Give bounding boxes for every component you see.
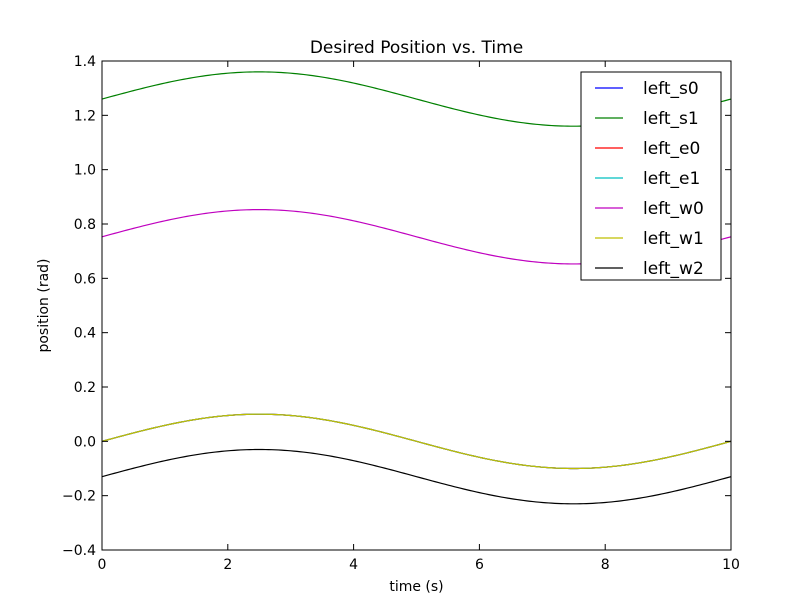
y-tick-label: 0.2 [74,380,96,396]
legend-entry: left_w0 [643,199,704,219]
y-tick-label: 1.2 [74,108,96,124]
x-tick-label: 0 [98,557,107,573]
x-tick-label: 2 [223,557,232,573]
y-tick-label: 0.8 [74,217,96,233]
legend-entry: left_e0 [643,139,700,159]
legend-entry: left_w2 [643,259,704,279]
series-line-left_w1 [101,413,732,470]
y-tick-label: −0.4 [62,543,96,559]
series-lines [101,71,732,505]
legend-entry: left_s1 [643,109,699,129]
y-tick-label: 1.4 [74,54,96,70]
plot-border [101,60,732,551]
legend: left_s0 left_s1 left_e0 left_e1 left_w0 left_… [580,71,722,281]
y-tick-label: 0.6 [74,271,96,287]
legend-entry: left_e1 [643,169,700,189]
y-tick-label: −0.2 [62,489,96,505]
legend-box [580,71,722,281]
x-tick-label: 4 [349,557,358,573]
y-tick-label: 0.0 [74,434,96,450]
legend-entry: left_s0 [643,79,699,99]
chart-title: Desired Position vs. Time [310,38,523,58]
x-tick-label: 10 [722,557,740,573]
x-tick-label: 8 [601,557,610,573]
y-tick-label: 1.0 [74,163,96,179]
axis-ticks: 0 2 4 6 8 10 −0.4 −0.2 0.0 0.2 0.4 0.6 0.8 1.0 1.2 1.4 [62,54,740,573]
y-axis-label: position (rad) [36,258,52,352]
x-tick-label: 6 [475,557,484,573]
legend-entry: left_w1 [643,229,704,249]
series-line-left_w2 [101,448,732,505]
x-axis-label: time (s) [389,579,443,595]
y-tick-label: 0.4 [74,326,96,342]
